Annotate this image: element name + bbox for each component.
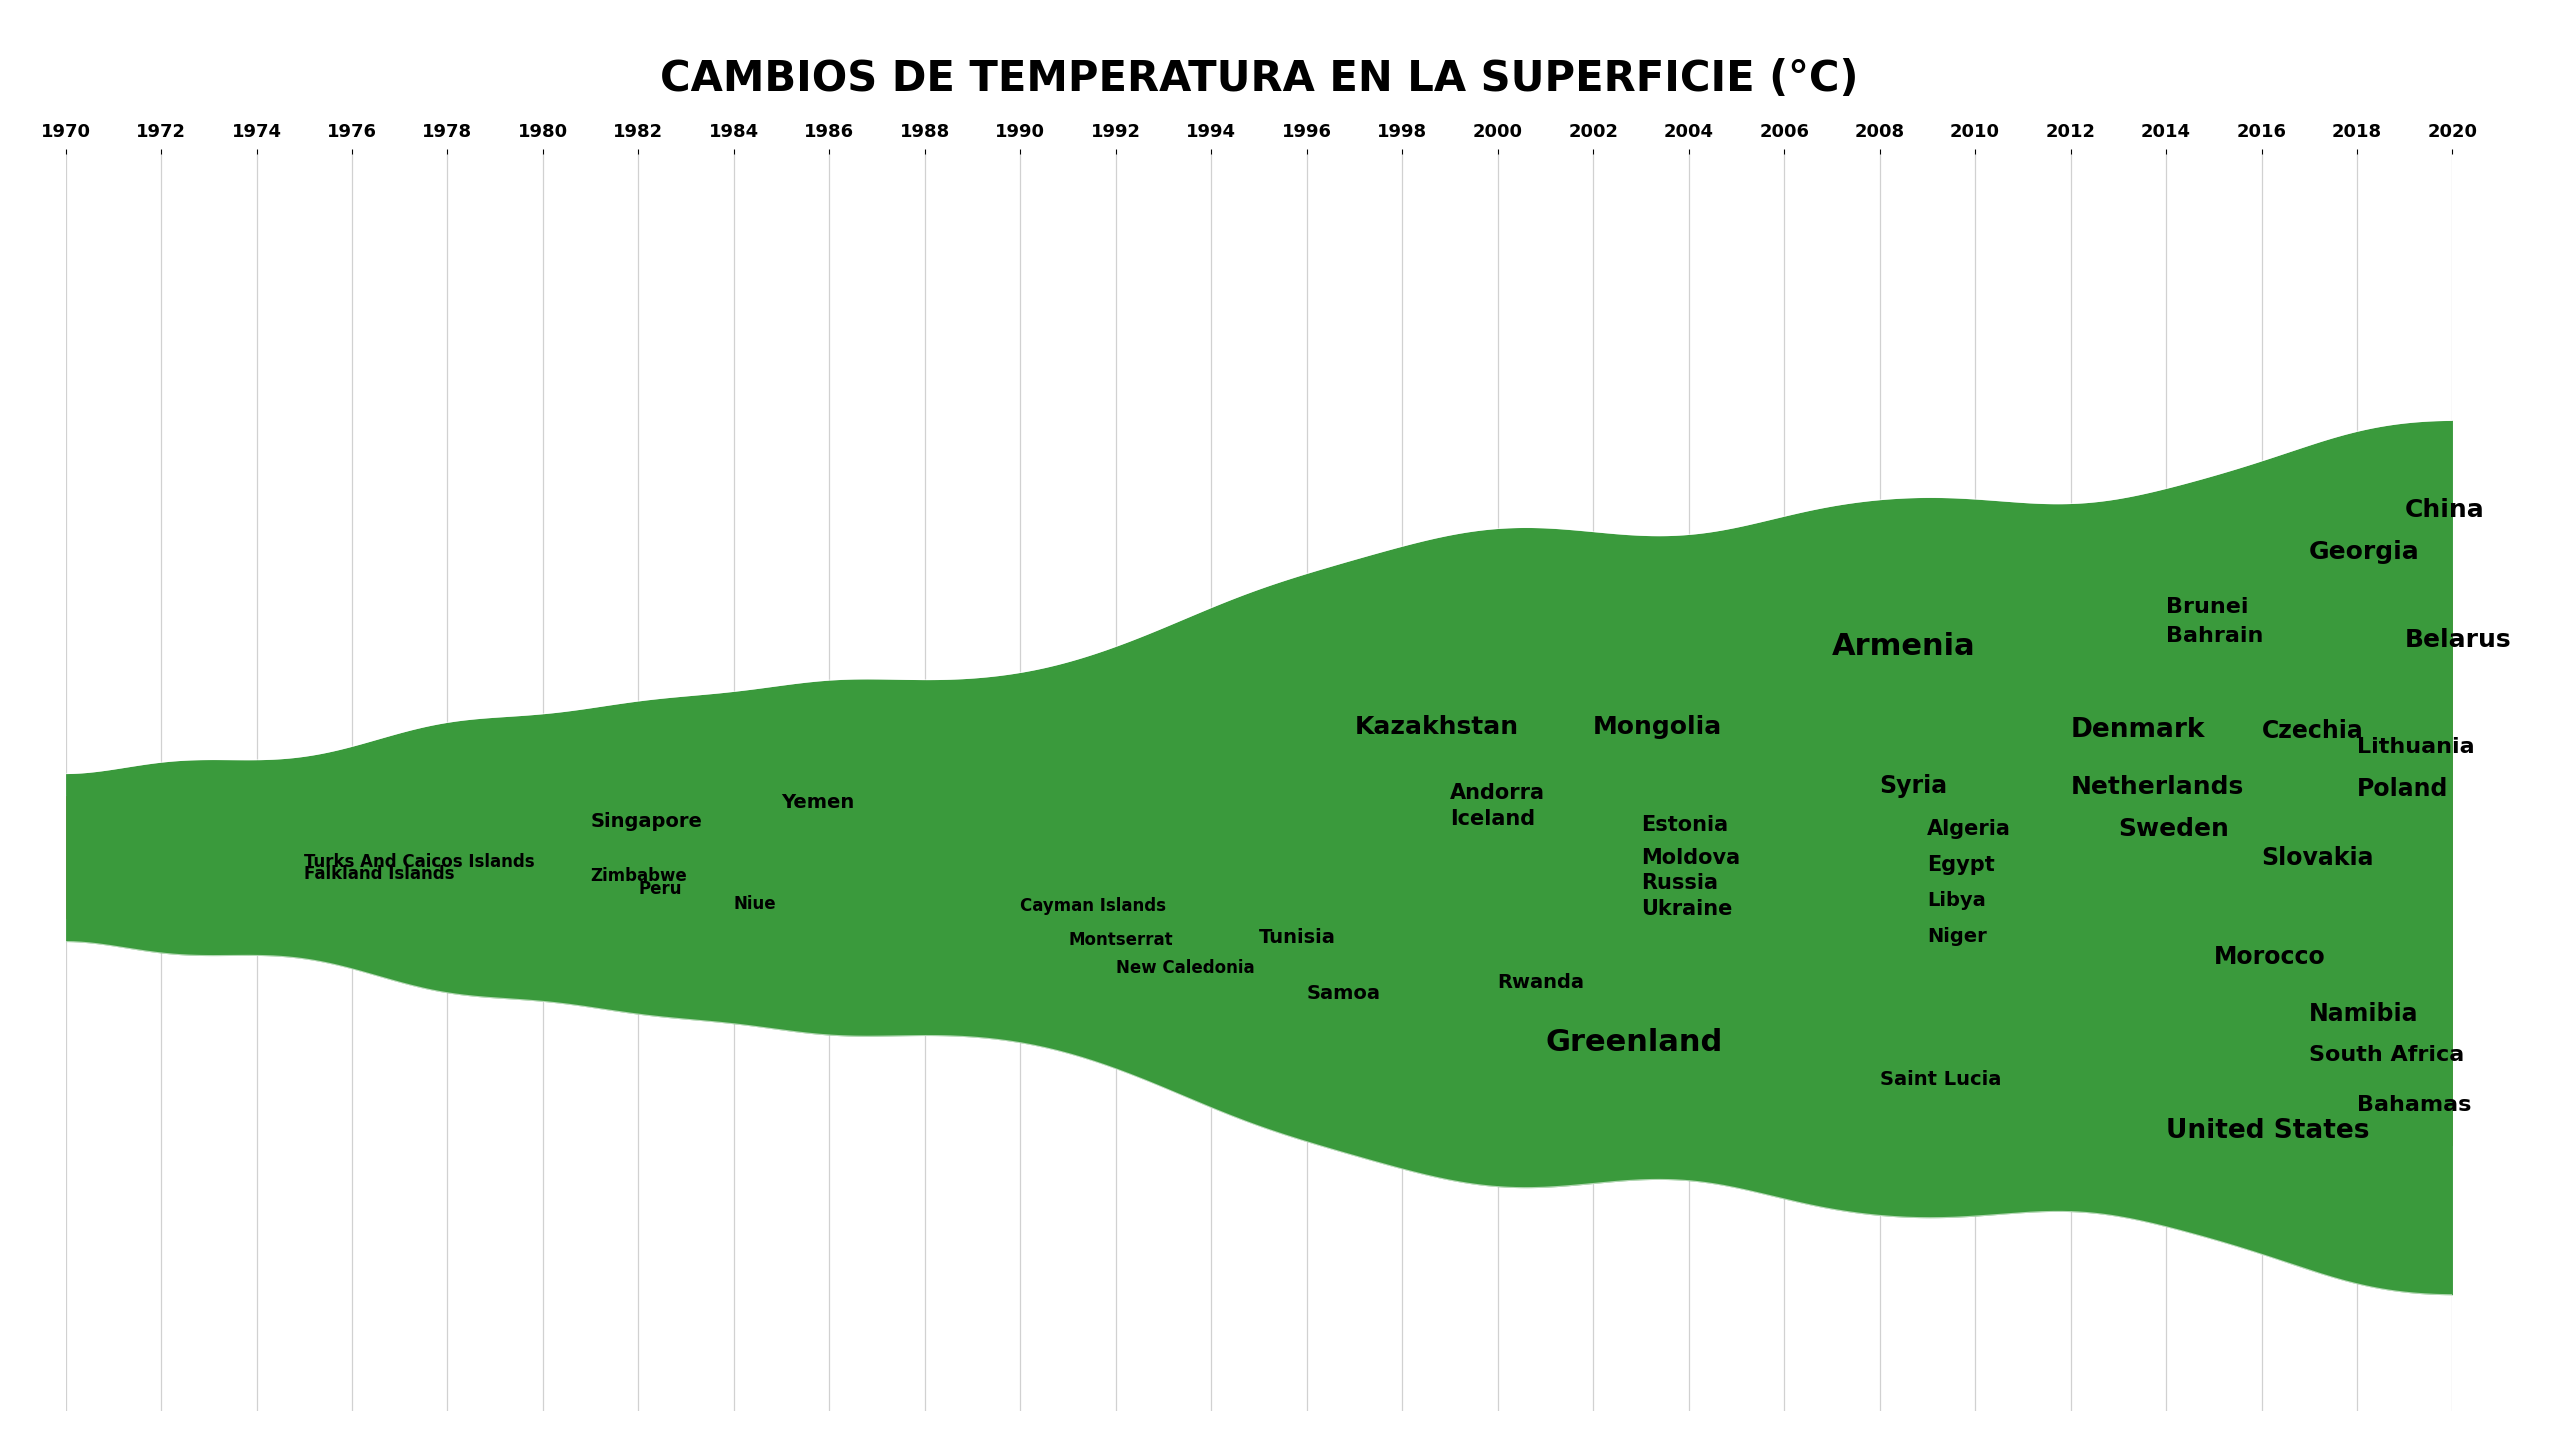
Text: Cayman Islands: Cayman Islands [1021, 897, 1167, 914]
Text: Montserrat: Montserrat [1068, 932, 1172, 949]
Text: Morocco: Morocco [2214, 945, 2324, 969]
Text: Denmark: Denmark [2071, 717, 2204, 743]
Text: Yemen: Yemen [781, 793, 855, 812]
Text: China: China [2404, 498, 2483, 521]
Text: Niue: Niue [735, 896, 776, 913]
Text: Russia: Russia [1641, 873, 1718, 893]
Text: Czechia: Czechia [2260, 719, 2363, 743]
Text: Netherlands: Netherlands [2071, 775, 2243, 799]
Text: Sweden: Sweden [2117, 816, 2230, 841]
Text: Egypt: Egypt [1928, 855, 1994, 874]
Text: Kazakhstan: Kazakhstan [1354, 714, 1518, 739]
Text: Greenland: Greenland [1546, 1028, 1723, 1057]
Text: South Africa: South Africa [2309, 1045, 2465, 1066]
Text: Georgia: Georgia [2309, 540, 2419, 564]
Text: Brunei: Brunei [2166, 596, 2248, 616]
Text: Namibia: Namibia [2309, 1002, 2419, 1027]
Text: Saint Lucia: Saint Lucia [1879, 1070, 2002, 1089]
Text: Tunisia: Tunisia [1260, 929, 1336, 948]
Text: Bahamas: Bahamas [2358, 1094, 2470, 1115]
Text: Samoa: Samoa [1306, 984, 1380, 1004]
Text: Belarus: Belarus [2404, 628, 2511, 652]
Text: Bahrain: Bahrain [2166, 626, 2263, 647]
Text: Poland: Poland [2358, 778, 2447, 802]
Text: Moldova: Moldova [1641, 848, 1741, 867]
Text: Peru: Peru [637, 880, 681, 899]
Text: Lithuania: Lithuania [2358, 737, 2476, 757]
Text: Mongolia: Mongolia [1592, 716, 1723, 739]
Text: Estonia: Estonia [1641, 815, 1728, 835]
Text: Libya: Libya [1928, 891, 1987, 910]
Text: Ukraine: Ukraine [1641, 899, 1733, 919]
Text: Niger: Niger [1928, 927, 1987, 946]
Text: United States: United States [2166, 1117, 2371, 1143]
Text: New Caledonia: New Caledonia [1116, 959, 1254, 976]
Title: CAMBIOS DE TEMPERATURA EN LA SUPERFICIE (°C): CAMBIOS DE TEMPERATURA EN LA SUPERFICIE … [660, 58, 1859, 101]
Text: Algeria: Algeria [1928, 819, 2012, 838]
Text: Turks And Caicos Islands: Turks And Caicos Islands [305, 852, 535, 871]
Text: Armenia: Armenia [1833, 632, 1976, 661]
Text: Falkland Islands: Falkland Islands [305, 865, 456, 883]
Text: Andorra: Andorra [1449, 783, 1546, 804]
Text: Zimbabwe: Zimbabwe [591, 867, 689, 884]
Text: Syria: Syria [1879, 775, 1948, 798]
Text: Iceland: Iceland [1449, 809, 1536, 829]
Text: Slovakia: Slovakia [2260, 845, 2373, 870]
Text: Singapore: Singapore [591, 812, 701, 831]
Text: Rwanda: Rwanda [1498, 973, 1585, 992]
